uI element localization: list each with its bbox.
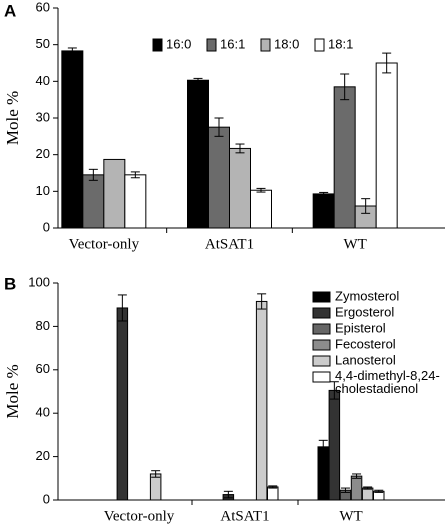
legend-line: cholestadienol [335, 381, 418, 396]
bar [116, 307, 129, 501]
error-bar [329, 381, 339, 400]
y-axis-label: Mole % [3, 364, 22, 418]
legend-swatch [312, 339, 331, 351]
legend-label: Fecosterol [335, 336, 396, 351]
error-bar [318, 439, 328, 454]
y-tick-label: 40 [36, 73, 50, 88]
legend-swatch [312, 323, 331, 335]
bar [124, 174, 147, 229]
x-tick-label: Vector-only [69, 236, 140, 252]
error-bar [361, 198, 371, 214]
error-bar [374, 489, 384, 493]
y-tick-label: 50 [36, 36, 50, 51]
bar [103, 158, 126, 229]
bar [250, 189, 272, 229]
y-tick-label: 10 [36, 183, 50, 198]
legend-swatch [312, 371, 331, 383]
error-bar [214, 117, 224, 137]
legend-label: Episterol [335, 320, 386, 335]
bar [375, 62, 398, 229]
error-bar [67, 47, 77, 55]
x-tick-label: AtSAT1 [205, 236, 254, 252]
legend-label: 4,4-dimethyl-8,24-cholestadienol [335, 368, 440, 396]
error-bar [268, 485, 278, 489]
bar [82, 174, 105, 229]
bar [61, 50, 84, 229]
y-tick-label: 20 [36, 146, 50, 161]
bar [361, 487, 374, 501]
legend-swatch [206, 38, 217, 52]
legend-swatch [312, 307, 331, 319]
error-bar [340, 73, 350, 101]
legend-label: Ergosterol [335, 304, 394, 319]
error-bar [340, 487, 350, 493]
error-bar [151, 470, 161, 478]
legend-swatch [314, 38, 325, 52]
legend-label: 16:1 [220, 36, 245, 51]
legend-swatch [312, 291, 331, 303]
bar [267, 486, 279, 501]
bar [208, 126, 230, 229]
bar [350, 475, 363, 501]
bar [255, 300, 268, 501]
legend-swatch [312, 355, 331, 367]
y-tick-label: 60 [36, 361, 50, 376]
bar [187, 79, 209, 229]
error-bar [235, 143, 245, 154]
error-bar [193, 77, 203, 83]
error-bar [382, 52, 392, 74]
y-axis-label: Mole % [3, 91, 22, 145]
x-tick-label: WT [339, 508, 362, 524]
error-bar [223, 490, 233, 499]
x-tick-label: AtSAT1 [220, 508, 269, 524]
error-bar [352, 473, 362, 479]
x-tick-label: Vector-only [104, 508, 175, 524]
error-bar [256, 187, 266, 193]
legend-swatch [152, 38, 163, 52]
bar [317, 446, 329, 501]
panel-label: A [4, 1, 16, 20]
y-tick-label: 30 [36, 109, 50, 124]
y-tick-label: 80 [36, 318, 50, 333]
y-tick-label: 100 [28, 274, 50, 289]
legend-swatch [260, 38, 271, 52]
legend-label: 18:1 [328, 36, 353, 51]
x-tick-label: WT [344, 236, 367, 252]
bar [333, 86, 356, 229]
error-bar [363, 486, 373, 490]
bar [229, 147, 251, 229]
legend-label: Zymosterol [335, 288, 399, 303]
y-tick-label: 60 [36, 0, 50, 14]
y-tick-label: 0 [43, 491, 50, 506]
error-bar [130, 171, 140, 179]
legend-label: Lanosterol [335, 352, 396, 367]
legend-label: 18:0 [274, 36, 299, 51]
bar [312, 193, 335, 229]
legend-line: 4,4-dimethyl-8,24- [335, 368, 440, 383]
y-tick-label: 0 [43, 219, 50, 234]
legend-label: 16:0 [166, 36, 191, 51]
bar [149, 473, 162, 501]
error-bar [117, 294, 127, 322]
y-tick-label: 20 [36, 448, 50, 463]
panel-label: B [4, 274, 16, 293]
error-bar [319, 191, 329, 196]
bar [328, 389, 341, 501]
y-tick-label: 40 [36, 405, 50, 420]
error-bar [257, 293, 267, 310]
error-bar [88, 168, 98, 181]
